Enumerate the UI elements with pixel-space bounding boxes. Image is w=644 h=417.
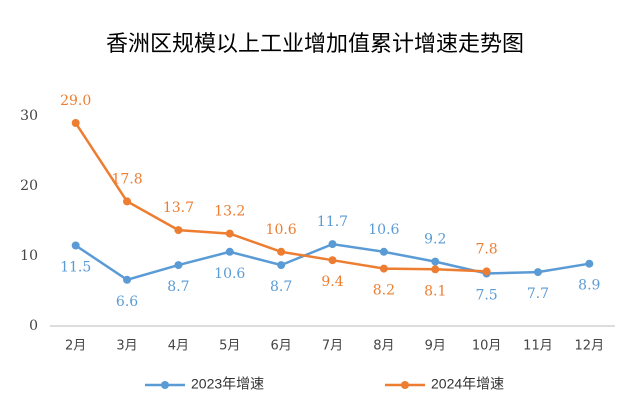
data-label: 10.6 <box>266 222 297 238</box>
y-tick-label: 0 <box>29 318 38 334</box>
point <box>533 268 542 277</box>
data-label: 8.9 <box>578 278 600 294</box>
point <box>71 119 80 127</box>
data-label: 29.0 <box>60 93 91 109</box>
data-label: 11.5 <box>60 260 91 276</box>
data-label: 8.2 <box>373 283 395 299</box>
x-tick-label: 11月 <box>523 339 553 354</box>
x-tick-label: 8月 <box>373 339 394 354</box>
data-label: 13.2 <box>214 204 245 220</box>
data-label: 9.2 <box>424 232 446 248</box>
point <box>277 247 286 256</box>
point <box>225 247 234 256</box>
data-label: 9.4 <box>321 274 343 290</box>
point <box>328 256 337 265</box>
x-tick-label: 4月 <box>168 339 189 354</box>
chart-title: 香洲区规模以上工业增加值累计增速走势图 <box>106 32 524 57</box>
point <box>379 264 388 273</box>
point <box>379 247 388 256</box>
point <box>482 267 491 276</box>
legend-label: 2023年增速 <box>191 376 264 392</box>
data-label: 8.1 <box>424 283 446 299</box>
data-label: 7.5 <box>475 288 497 304</box>
point <box>277 261 286 270</box>
point <box>431 257 440 266</box>
point <box>174 226 183 235</box>
data-label: 10.6 <box>214 266 245 282</box>
y-tick-label: 20 <box>20 178 38 194</box>
point <box>123 275 132 284</box>
data-label: 17.8 <box>111 171 142 187</box>
point <box>225 229 234 238</box>
point <box>71 241 80 250</box>
x-tick-label: 9月 <box>425 339 446 354</box>
point <box>585 259 594 268</box>
data-label: 8.7 <box>270 279 292 295</box>
x-tick-label: 12月 <box>575 339 605 354</box>
x-tick-label: 7月 <box>322 339 343 354</box>
data-label: 7.8 <box>475 241 497 257</box>
y-tick-label: 10 <box>20 248 38 264</box>
data-label: 8.7 <box>167 279 189 295</box>
x-tick-label: 2月 <box>65 339 86 354</box>
x-tick-label: 10月 <box>472 339 502 354</box>
legend-marker <box>161 381 169 389</box>
y-tick-label: 30 <box>20 108 38 124</box>
data-label: 10.6 <box>368 222 399 238</box>
data-label: 13.7 <box>163 200 194 216</box>
point <box>123 197 132 206</box>
x-tick-label: 3月 <box>116 339 137 354</box>
x-tick-label: 5月 <box>219 339 240 354</box>
point <box>431 265 440 274</box>
point <box>328 240 337 249</box>
legend-marker <box>401 381 409 389</box>
legend-label: 2024年增速 <box>431 376 504 392</box>
data-label: 11.7 <box>317 214 348 230</box>
data-label: 6.6 <box>116 294 138 310</box>
data-label: 7.7 <box>527 286 549 302</box>
point <box>174 261 183 270</box>
x-tick-label: 6月 <box>270 339 291 354</box>
